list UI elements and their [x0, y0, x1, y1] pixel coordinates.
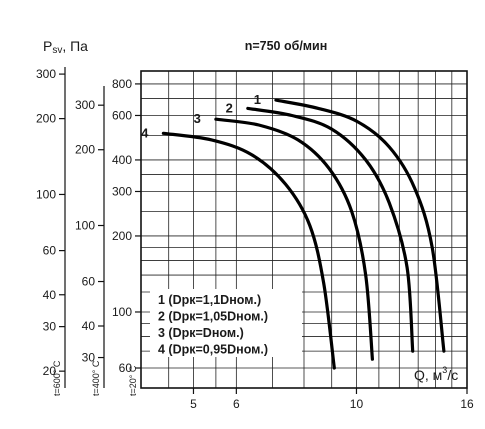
performance-curves — [161, 98, 446, 370]
x-axis-label-sup: 3 — [442, 365, 447, 375]
curve-series-1 — [274, 98, 446, 353]
y-tick-label: 60 — [43, 244, 57, 258]
chart-title: n=750 об/мин — [245, 39, 328, 53]
y-tick-label: 300 — [75, 98, 95, 112]
y-tick-label: 200 — [36, 112, 56, 126]
y-tick-label: 300 — [112, 184, 132, 198]
temperature-label: t=600° C — [52, 360, 62, 396]
y-tick-label: 30 — [43, 320, 57, 334]
x-tick-label: 10 — [350, 397, 364, 411]
legend-background — [150, 289, 302, 357]
y-tick-label: 40 — [82, 319, 96, 333]
y-tick-label: 20 — [43, 364, 57, 378]
legend-entry-3: 3 (Dрк=Dном.) — [158, 326, 244, 340]
curve-label-2: 2 — [226, 100, 233, 115]
x-tick-label: 5 — [190, 397, 197, 411]
curve-labels: 1 2 3 4 — [141, 92, 261, 140]
y-tick-label: 800 — [112, 77, 132, 91]
plot-frame — [140, 70, 468, 389]
y-tick-label: 100 — [75, 219, 95, 233]
x-tick-label: 16 — [460, 397, 474, 411]
legend-entry-4: 4 (Dрк=0,95Dном.) — [158, 343, 268, 357]
y-tick-label: 100 — [36, 187, 56, 201]
y-tick-label: 600 — [112, 108, 132, 122]
x-axis-label: Q, м3/с — [414, 365, 458, 383]
x-tick-label: 6 — [233, 397, 240, 411]
x-axis-label-unit: /с — [447, 367, 458, 383]
x-axis: 5 6 10 16 — [190, 388, 474, 411]
curve-label-3: 3 — [194, 111, 201, 126]
y-axis-400c: 300 200 100 60 40 30t=400° C — [75, 86, 105, 396]
curve-series-4 — [161, 131, 336, 370]
legend: 1 (Dрк=1,1Dном.) 2 (Dрк=1,05Dном.) 3 (Dрк=… — [150, 289, 302, 357]
y-axis-label: Psv, Па — [43, 38, 88, 56]
temperature-label: t=20° C — [128, 365, 138, 396]
y-tick-label: 100 — [112, 305, 132, 319]
x-axis-label-main: Q, м — [414, 367, 442, 383]
plot-grid — [141, 71, 467, 388]
y-tick-label: 200 — [112, 229, 132, 243]
curve-series-3 — [214, 117, 374, 361]
y-axis-label-main: P — [43, 38, 52, 54]
y-axis-20c: 800 600 400 300 200 100 60t=20° C — [112, 77, 141, 396]
curve-series-2 — [246, 106, 415, 353]
y-tick-label: 60 — [119, 361, 133, 375]
legend-entry-2: 2 (Dрк=1,05Dном.) — [158, 310, 268, 324]
y-tick-label: 40 — [43, 288, 57, 302]
y-tick-label: 300 — [36, 67, 56, 81]
y-tick-label: 400 — [112, 153, 132, 167]
y-tick-label: 60 — [82, 275, 96, 289]
curve-label-1: 1 — [254, 92, 261, 107]
legend-entry-1: 1 (Dрк=1,1Dном.) — [158, 293, 261, 307]
y-tick-label: 30 — [82, 351, 96, 365]
curve-label-4: 4 — [141, 125, 149, 140]
y-axis-600c: 300 200 100 60 40 30 20t=600° C — [36, 67, 66, 396]
y-axis-label-sub: sv — [52, 45, 62, 56]
y-axis-label-unit: , Па — [62, 38, 88, 54]
y-tick-label: 200 — [75, 143, 95, 157]
temperature-label: t=400° C — [91, 360, 101, 396]
